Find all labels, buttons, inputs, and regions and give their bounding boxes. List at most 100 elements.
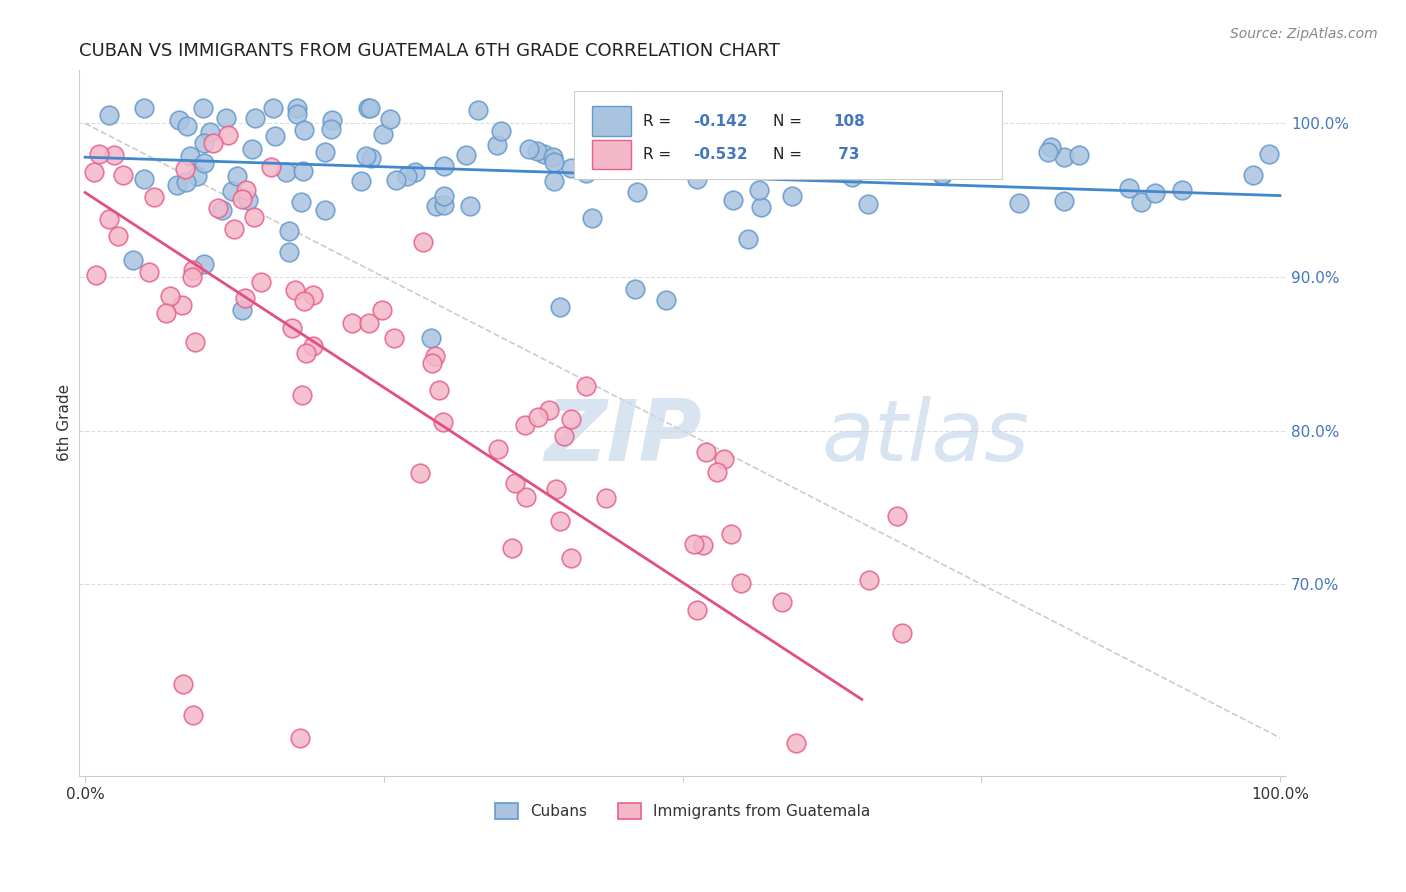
Point xyxy=(155,306,177,320)
Point xyxy=(172,677,194,691)
Point xyxy=(748,183,770,197)
Point xyxy=(112,168,135,182)
Point xyxy=(858,574,880,588)
Text: R =: R = xyxy=(643,147,676,162)
Point xyxy=(231,193,253,207)
Point xyxy=(132,101,155,115)
Point xyxy=(640,101,662,115)
FancyBboxPatch shape xyxy=(592,106,631,136)
Point xyxy=(186,169,208,183)
Point xyxy=(560,551,582,566)
Point xyxy=(235,183,257,197)
Point xyxy=(872,115,894,129)
Point xyxy=(454,147,477,161)
Point xyxy=(714,118,737,132)
Point xyxy=(302,339,325,353)
Point xyxy=(427,383,450,397)
Point xyxy=(382,331,405,345)
Point xyxy=(891,626,914,640)
Point xyxy=(396,169,419,184)
Point xyxy=(832,153,855,167)
Point xyxy=(292,294,315,309)
Point xyxy=(278,244,301,259)
Point xyxy=(543,155,565,169)
Point xyxy=(173,161,195,176)
Point xyxy=(841,170,863,185)
Point xyxy=(176,119,198,133)
Point xyxy=(357,101,380,115)
Point xyxy=(285,107,308,121)
Point xyxy=(207,201,229,215)
Point xyxy=(432,415,454,429)
Point xyxy=(1040,139,1063,153)
Point xyxy=(886,509,908,524)
Point xyxy=(89,147,111,161)
Point xyxy=(546,483,568,497)
Point xyxy=(240,142,263,156)
Point xyxy=(686,172,709,186)
Point xyxy=(174,175,197,189)
Point xyxy=(143,190,166,204)
Point xyxy=(97,212,120,227)
Point xyxy=(278,224,301,238)
Point xyxy=(517,142,540,156)
Point xyxy=(284,283,307,297)
Point xyxy=(321,112,343,127)
Point xyxy=(790,140,813,154)
Text: N =: N = xyxy=(773,113,807,128)
Point xyxy=(292,122,315,136)
Point xyxy=(1170,184,1192,198)
Legend: Cubans, Immigrants from Guatemala: Cubans, Immigrants from Guatemala xyxy=(489,797,876,825)
Point xyxy=(191,101,214,115)
Point xyxy=(749,200,772,214)
Point xyxy=(1144,186,1167,201)
Point xyxy=(1257,146,1279,161)
Point xyxy=(515,491,537,505)
Point xyxy=(291,163,314,178)
Point xyxy=(420,331,443,345)
Point xyxy=(134,172,156,186)
Point xyxy=(359,101,381,115)
Point xyxy=(138,265,160,279)
Point xyxy=(780,189,803,203)
FancyBboxPatch shape xyxy=(592,139,631,169)
Point xyxy=(974,140,997,154)
Point xyxy=(122,253,145,268)
Point xyxy=(215,111,238,125)
Point xyxy=(385,172,408,186)
Point xyxy=(181,263,204,277)
Text: Source: ZipAtlas.com: Source: ZipAtlas.com xyxy=(1230,27,1378,41)
Point xyxy=(513,417,536,432)
Point xyxy=(654,293,676,307)
Point xyxy=(274,164,297,178)
Point xyxy=(533,147,555,161)
Text: -0.532: -0.532 xyxy=(693,147,748,162)
Point xyxy=(423,349,446,363)
Point xyxy=(1129,195,1152,210)
Point xyxy=(553,429,575,443)
Point xyxy=(226,169,249,183)
Point xyxy=(183,334,205,349)
Point xyxy=(1052,194,1074,208)
Point xyxy=(97,108,120,122)
Point xyxy=(957,159,980,173)
Point xyxy=(264,128,287,143)
Point xyxy=(231,303,253,318)
Point xyxy=(662,101,685,115)
Point xyxy=(342,316,364,330)
Point xyxy=(560,161,582,175)
Point xyxy=(501,541,523,555)
Point xyxy=(1118,181,1140,195)
Point xyxy=(166,178,188,193)
Point xyxy=(706,465,728,479)
Point xyxy=(290,388,312,402)
Point xyxy=(703,128,725,143)
Point xyxy=(217,128,239,142)
Point xyxy=(260,160,283,174)
Point xyxy=(624,282,647,296)
Point xyxy=(804,119,827,133)
Point xyxy=(198,124,221,138)
Point xyxy=(84,268,107,283)
Point xyxy=(249,275,271,289)
Point xyxy=(737,232,759,246)
